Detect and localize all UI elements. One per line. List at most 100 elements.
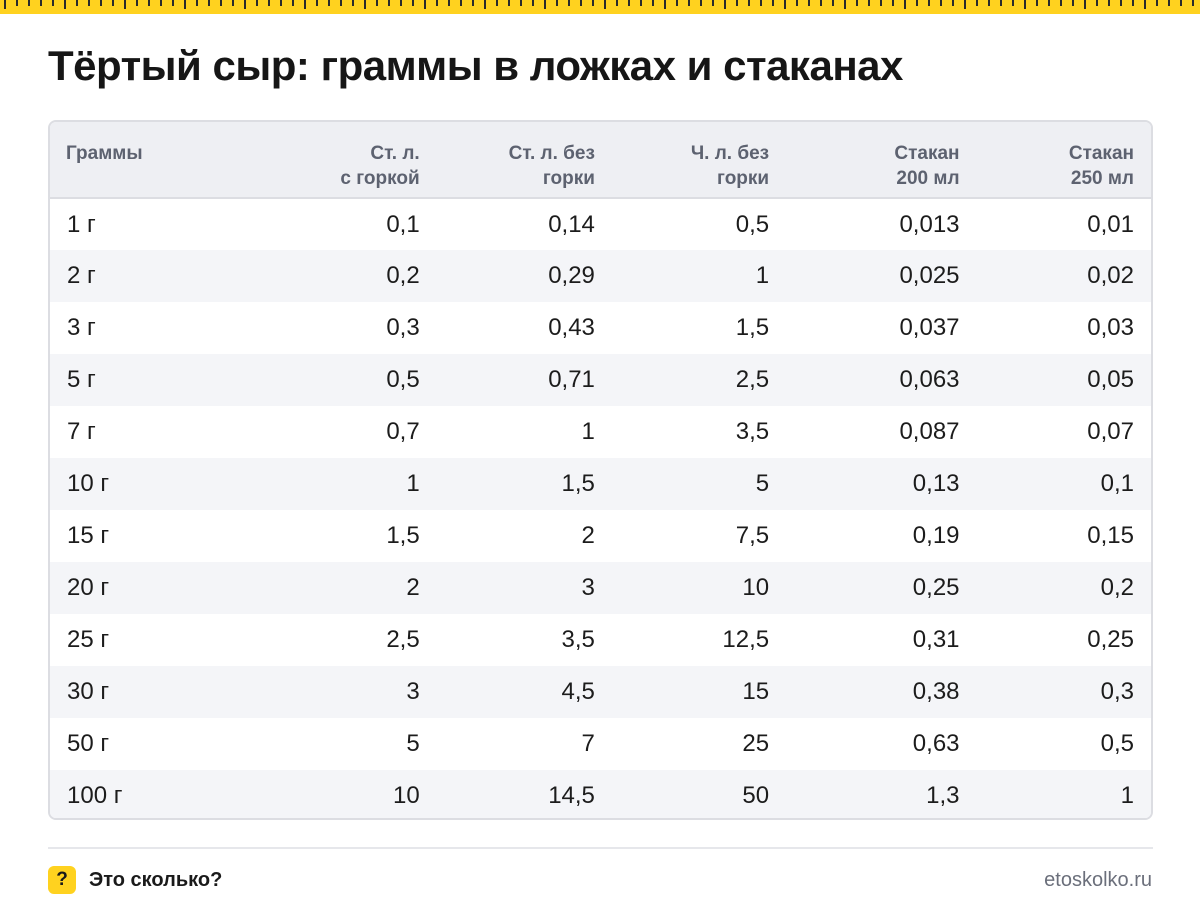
ruler-tick: [1060, 0, 1062, 6]
ruler-tick: [1000, 0, 1002, 6]
footer-site-link[interactable]: etoskolko.ru: [1044, 869, 1152, 891]
table-cell: 0,7: [386, 418, 420, 445]
table-row: 1 г 0,1 0,14 0,5 0,013 0,01: [50, 198, 1151, 250]
ruler-tick: [664, 0, 666, 9]
table-cell: 2,5: [735, 366, 770, 393]
cell-grams: 10 г: [67, 470, 110, 497]
table-cell: 3: [581, 574, 595, 601]
ruler-tick: [808, 0, 810, 6]
col-header-glass-250: Стакан 250 мл: [1068, 143, 1134, 189]
ruler-tick: [652, 0, 654, 6]
ruler-tick: [700, 0, 702, 6]
table-cell: 0,013: [899, 210, 960, 238]
table-cell: 5: [406, 730, 420, 757]
table-cell: 0,3: [386, 314, 420, 341]
ruler-tick: [592, 0, 594, 6]
ruler-tick: [580, 0, 582, 6]
ruler-tick: [436, 0, 438, 6]
ruler-tick: [28, 0, 30, 6]
table-cell: 2: [406, 574, 420, 601]
ruler-tick: [376, 0, 378, 6]
col-header-glass-200: Стакан 200 мл: [894, 143, 960, 189]
ruler-tick: [724, 0, 726, 9]
cell-grams: 3 г: [67, 314, 96, 341]
ruler-tick: [424, 0, 426, 9]
table-cell: 1,5: [386, 522, 420, 549]
ruler-tick: [568, 0, 570, 6]
ruler-tick: [1024, 0, 1026, 9]
ruler-tick: [1096, 0, 1098, 6]
table-cell: 1,5: [735, 314, 770, 341]
ruler-tick: [364, 0, 366, 9]
ruler-tick: [184, 0, 186, 9]
table-cell: 5: [755, 470, 770, 497]
table-row: 15 г 1,5 2 7,5 0,19 0,15: [50, 510, 1151, 562]
table-cell: 0,15: [1087, 522, 1134, 549]
cell-grams: 100 г: [67, 782, 123, 809]
ruler-tick: [4, 0, 6, 9]
ruler-tick: [1168, 0, 1170, 6]
ruler-tick: [1084, 0, 1086, 9]
table-cell: 0,063: [899, 366, 960, 393]
ruler-tick: [856, 0, 858, 6]
ruler-tick: [976, 0, 978, 6]
table-row: 10 г 1 1,5 5 0,13 0,1: [50, 458, 1151, 510]
ruler-tick: [820, 0, 822, 6]
ruler-tick: [388, 0, 390, 6]
table-cell: 0,38: [912, 678, 960, 705]
ruler-tick: [604, 0, 606, 9]
ruler-tick: [1180, 0, 1182, 6]
cell-grams: 15 г: [67, 522, 110, 549]
table-cell: 1: [406, 470, 420, 497]
table-row: 25 г 2,5 3,5 12,5 0,31 0,25: [50, 614, 1151, 666]
table-cell: 1: [755, 262, 770, 289]
table-cell: 0,5: [1100, 730, 1134, 757]
col-header-grams: Граммы: [66, 143, 143, 164]
ruler-tick: [940, 0, 942, 6]
ruler-tick: [1156, 0, 1158, 6]
table-cell: 0,19: [912, 522, 960, 549]
table-cell: 0,31: [912, 626, 960, 653]
ruler-tick: [220, 0, 222, 6]
table-cell: 0,07: [1087, 418, 1134, 445]
cell-grams: 30 г: [67, 678, 110, 705]
ruler-tick: [1120, 0, 1122, 6]
ruler-tick: [772, 0, 774, 6]
table-cell: 0,13: [912, 470, 960, 497]
ruler-tick: [304, 0, 306, 9]
ruler-tick: [892, 0, 894, 6]
table-cell: 0,3: [1100, 678, 1134, 705]
ruler-tick: [628, 0, 630, 6]
ruler-tick: [16, 0, 18, 6]
ruler-tick: [988, 0, 990, 6]
ruler-tick: [832, 0, 834, 6]
table-cell: 0,1: [1100, 470, 1134, 497]
ruler-tick: [40, 0, 42, 6]
table-header-row: Граммы Ст. л. с горкой Ст. л. без горки …: [50, 122, 1151, 198]
table-cell: 1: [581, 418, 595, 445]
ruler-tick: [1144, 0, 1146, 9]
table-row: 3 г 0,3 0,43 1,5 0,037 0,03: [50, 302, 1151, 354]
ruler-tick: [556, 0, 558, 6]
ruler-tick: [844, 0, 846, 9]
ruler-tick: [784, 0, 786, 9]
footer-divider: [48, 847, 1153, 849]
table-cell: 25: [742, 730, 770, 757]
table-cell: 12,5: [722, 626, 770, 653]
ruler-tick: [172, 0, 174, 6]
table-cell: 0,25: [912, 574, 960, 601]
table-cell: 7,5: [735, 522, 770, 549]
ruler-tick: [868, 0, 870, 6]
ruler-tick: [328, 0, 330, 6]
col-header-tsp-level: Ч. л. без горки: [690, 143, 770, 189]
ruler-tick: [400, 0, 402, 6]
ruler-tick: [196, 0, 198, 6]
ruler-tick: [676, 0, 678, 6]
cell-grams: 1 г: [67, 210, 96, 238]
table-cell: 0,2: [386, 262, 420, 289]
table-cell: 0,037: [899, 314, 960, 341]
table-cell: 1,5: [561, 470, 595, 497]
ruler-tick: [712, 0, 714, 6]
ruler-tick: [280, 0, 282, 6]
ruler-tick: [484, 0, 486, 9]
